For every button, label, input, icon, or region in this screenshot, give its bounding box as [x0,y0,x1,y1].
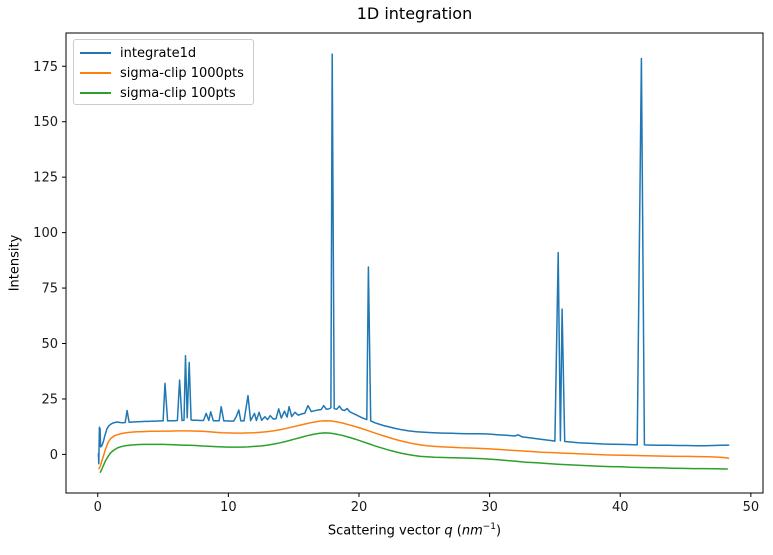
y-tick-label: 50 [41,337,58,352]
legend-item-sigma-clip-100pts: sigma-clip 100pts [80,83,253,103]
series-line-sigma-clip-1000pts [98,419,730,470]
legend-item-integrate1d: integrate1d [80,43,253,63]
y-axis-label: Intensity [7,234,23,292]
y-tick-label: 0 [50,448,58,463]
x-tick-label: 50 [743,500,760,515]
plot-frame [65,32,764,494]
legend: integrate1d sigma-clip 1000pts sigma-cli… [73,39,254,105]
legend-item-sigma-clip-1000pts: sigma-clip 1000pts [80,63,253,83]
y-tick-label: 125 [33,171,58,186]
legend-label: sigma-clip 100pts [120,85,236,101]
y-tick-label: 100 [33,226,58,241]
y-tick-label: 150 [33,115,58,130]
legend-line-sample-blue [80,51,111,55]
x-tick-label: 10 [220,500,237,515]
legend-label: sigma-clip 1000pts [120,65,244,81]
x-tick-label: 0 [94,500,102,515]
x-tick-label: 20 [351,500,368,515]
legend-line-sample-orange [80,71,111,75]
x-tick-label: 30 [481,500,498,515]
legend-label: integrate1d [120,45,197,61]
y-tick-label: 75 [41,282,58,297]
series-line-integrate1d [97,53,730,465]
x-tick-label: 40 [612,500,629,515]
y-tick-label: 175 [33,60,58,75]
legend-line-sample-green [80,91,111,95]
x-axis-label: Scattering vector q (nm−1) [327,522,502,539]
series-line-sigma-clip-100pts [99,432,729,473]
chart-title: 1D integration [356,4,473,23]
y-tick-label: 25 [41,392,58,407]
